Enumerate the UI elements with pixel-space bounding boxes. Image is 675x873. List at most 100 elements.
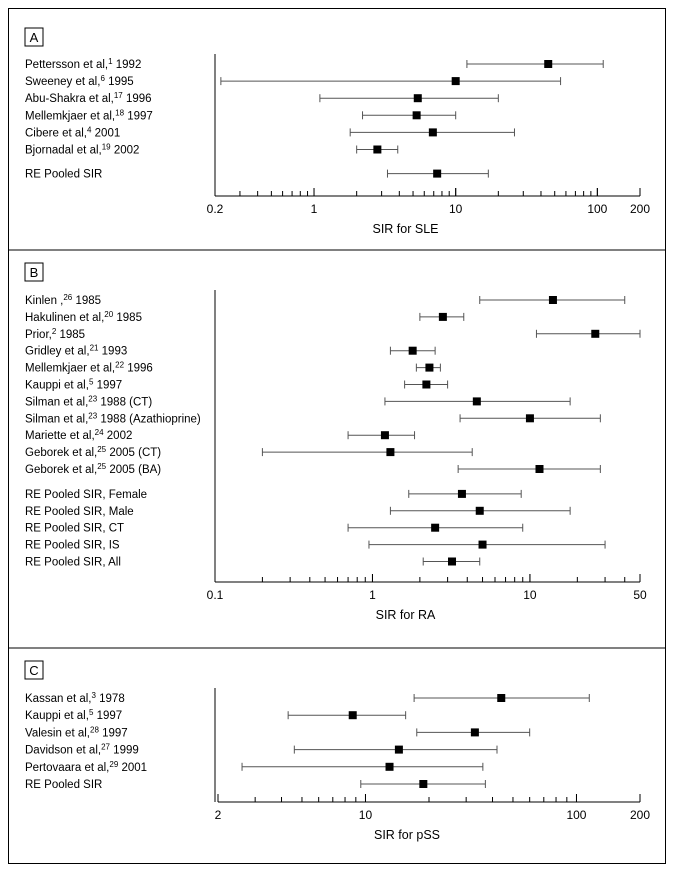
forest-row: Valesin et al,28 1997 — [25, 725, 531, 740]
point-estimate — [348, 711, 357, 720]
x-tick-label: 200 — [630, 808, 650, 822]
study-label: RE Pooled SIR, CT — [25, 523, 124, 535]
study-label: Pertovaara et al,29 2001 — [25, 759, 147, 774]
study-label: Kinlen ,26 1985 — [25, 293, 101, 308]
study-label: RE Pooled SIR, Male — [25, 506, 134, 518]
forest-row: Hakulinen et al,20 1985 — [25, 309, 465, 324]
forest-row: Kauppi et al,5 1997 — [25, 708, 407, 723]
study-label: Mellemkjaer et al,18 1997 — [25, 108, 153, 123]
forest-row: Davidson et al,27 1999 — [25, 742, 498, 757]
forest-row: Silman et al,23 1988 (CT) — [25, 394, 571, 408]
point-estimate — [438, 312, 447, 321]
panel-label: A — [30, 30, 39, 45]
x-tick-label: 0.1 — [207, 588, 224, 602]
forest-row: Abu-Shakra et al,17 1996 — [25, 91, 499, 106]
forest-row: Cibere et al,4 2001 — [25, 125, 515, 140]
study-label: Gridley et al,21 1993 — [25, 343, 127, 358]
study-label: Pettersson et al,1 1992 — [25, 57, 141, 72]
panel-label-box — [24, 262, 44, 282]
forest-row: Prior,2 1985 — [25, 326, 641, 341]
point-estimate — [478, 540, 487, 549]
study-label: Kauppi et al,5 1997 — [25, 377, 122, 392]
forest-row: Mellemkjaer et al,18 1997 — [25, 108, 457, 123]
point-estimate — [525, 414, 534, 423]
study-label: Hakulinen et al,20 1985 — [25, 309, 142, 324]
point-estimate — [457, 489, 466, 498]
point-estimate — [475, 506, 484, 515]
study-label: RE Pooled SIR, Female — [25, 489, 147, 501]
forest-row: Sweeney et al,6 1995 — [25, 74, 562, 89]
study-label: Mellemkjaer et al,22 1996 — [25, 360, 153, 375]
x-axis-title: SIR for RA — [376, 608, 436, 622]
forest-row: Silman et al,23 1988 (Azathioprine) — [25, 411, 601, 425]
forest-rows: Pettersson et al,1 1992 Sweeney et al,6 1… — [25, 57, 604, 181]
forest-row: Kinlen ,26 1985 — [25, 293, 626, 308]
point-estimate — [544, 60, 553, 68]
forest-row: Geborek et al,25 2005 (CT) — [25, 445, 473, 460]
point-estimate — [472, 397, 481, 406]
point-estimate — [428, 128, 437, 137]
point-estimate — [386, 448, 395, 457]
x-tick-label: 50 — [633, 588, 647, 602]
point-estimate — [380, 431, 389, 440]
x-tick-label: 0.2 — [207, 202, 224, 216]
x-tick-label: 10 — [449, 202, 463, 216]
study-label: Prior,2 1985 — [25, 326, 85, 341]
study-label: Geborek et al,25 2005 (CT) — [25, 445, 161, 460]
forest-row: RE Pooled SIR — [25, 779, 486, 791]
x-axis-title: SIR for SLE — [373, 222, 439, 236]
point-estimate — [431, 523, 440, 532]
panel-label-box — [24, 27, 44, 47]
point-estimate — [412, 111, 421, 120]
panel-c: C Kassan et al,3 1978 Kauppi et al,5 1997 V… — [24, 660, 650, 842]
forest-row: RE Pooled SIR, IS — [25, 540, 606, 552]
point-estimate — [535, 465, 544, 473]
x-tick-label: 1 — [369, 588, 376, 602]
x-tick-label: 100 — [587, 202, 607, 216]
forest-row: RE Pooled SIR, All — [25, 557, 481, 569]
x-tick-label: 10 — [359, 808, 373, 822]
study-label: Davidson et al,27 1999 — [25, 742, 139, 757]
point-estimate — [422, 380, 431, 389]
x-axis-title: SIR for pSS — [374, 828, 440, 842]
forest-row: Mariette et al,24 2002 — [25, 428, 416, 443]
study-label: Abu-Shakra et al,17 1996 — [25, 91, 152, 106]
point-estimate — [408, 346, 417, 355]
figure-frame — [8, 8, 666, 864]
forest-row: RE Pooled SIR, Female — [25, 489, 522, 501]
study-label: Cibere et al,4 2001 — [25, 125, 120, 140]
forest-row: RE Pooled SIR, Male — [25, 506, 571, 518]
panel-label: C — [29, 663, 38, 678]
point-estimate — [419, 780, 428, 788]
panel-a: A Pettersson et al,1 1992 Sweeney et al,6 … — [24, 27, 650, 236]
forest-row: Kassan et al,3 1978 — [25, 691, 590, 705]
point-estimate — [413, 94, 422, 103]
study-label: RE Pooled SIR — [25, 779, 102, 791]
point-estimate — [470, 728, 479, 737]
study-label: Kauppi et al,5 1997 — [25, 708, 122, 723]
point-estimate — [448, 557, 457, 566]
forest-row: Pertovaara et al,29 2001 — [25, 759, 484, 774]
study-label: Mariette et al,24 2002 — [25, 428, 132, 443]
point-estimate — [373, 145, 382, 154]
study-label: Valesin et al,28 1997 — [25, 725, 128, 740]
forest-row: Gridley et al,21 1993 — [25, 343, 436, 358]
point-estimate — [497, 694, 506, 702]
forest-row: Mellemkjaer et al,22 1996 — [25, 360, 441, 375]
point-estimate — [425, 363, 434, 372]
study-label: Sweeney et al,6 1995 — [25, 74, 134, 89]
point-estimate — [451, 77, 460, 86]
x-tick-label: 200 — [630, 202, 650, 216]
x-tick-label: 10 — [523, 588, 537, 602]
forest-row: Pettersson et al,1 1992 — [25, 57, 604, 72]
point-estimate — [591, 329, 600, 338]
x-tick-label: 100 — [566, 808, 586, 822]
forest-row: RE Pooled SIR, CT — [25, 523, 524, 535]
forest-rows: Kassan et al,3 1978 Kauppi et al,5 1997 Va… — [25, 691, 590, 791]
forest-row: RE Pooled SIR — [25, 169, 489, 181]
point-estimate — [394, 745, 403, 754]
forest-row: Geborek et al,25 2005 (BA) — [25, 462, 601, 476]
